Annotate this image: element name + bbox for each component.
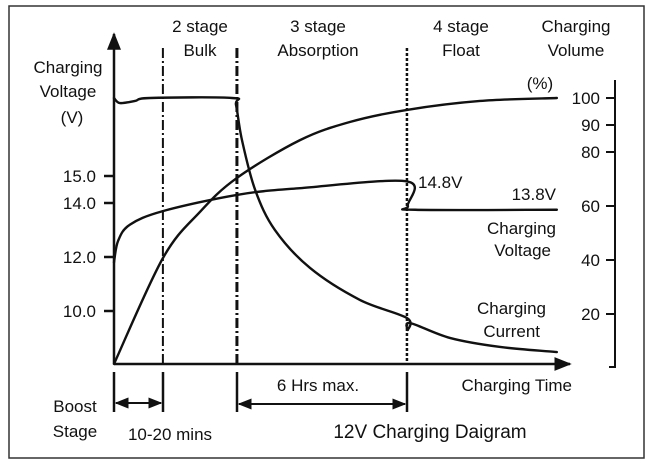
right-tick-label: 100 xyxy=(572,89,600,108)
chart-title: 12V Charging Daigram xyxy=(333,422,526,443)
charging-voltage-curve xyxy=(112,179,559,264)
left-tick-label: 10.0 xyxy=(63,302,96,321)
x-axis-label: Charging Time xyxy=(461,376,572,395)
boost-label-2: Stage xyxy=(53,422,97,441)
annotation-14-8v: 14.8V xyxy=(418,173,463,192)
right-tick-label: 40 xyxy=(581,251,600,270)
volume-axis xyxy=(609,80,616,368)
voltage-axis-unit: (V) xyxy=(61,108,84,127)
volume-axis-unit: (%) xyxy=(527,74,553,93)
annotation-13-8v: 13.8V xyxy=(512,185,557,204)
volume-axis-label-1: Charging xyxy=(542,17,611,36)
charging-volume-curve xyxy=(112,96,559,366)
stage-float-label-1: 4 stage xyxy=(433,17,489,36)
current-series-label-1: Charging xyxy=(477,299,546,318)
stage-bulk-label-2: Bulk xyxy=(183,41,217,60)
left-tick-label: 14.0 xyxy=(63,194,96,213)
right-tick-label: 80 xyxy=(581,143,600,162)
stage-bulk-label-1: 2 stage xyxy=(172,17,228,36)
voltage-axis-label-2: Voltage xyxy=(40,82,97,101)
voltage-axis-label-1: Charging xyxy=(34,58,103,77)
left-tick-label: 15.0 xyxy=(63,167,96,186)
right-tick-label: 60 xyxy=(581,197,600,216)
stage-absorption-label-1: 3 stage xyxy=(290,17,346,36)
voltage-series-label-1: Charging xyxy=(487,219,556,238)
charging-current-curve xyxy=(112,96,559,354)
voltage-series-label-2: Voltage xyxy=(494,241,551,260)
left-tick-label: 12.0 xyxy=(63,248,96,267)
interval-label-absorption: 6 Hrs max. xyxy=(277,376,359,395)
interval-label-boost: 10-20 mins xyxy=(128,425,212,444)
right-tick-label: 90 xyxy=(581,116,600,135)
right-tick-label: 20 xyxy=(581,305,600,324)
boost-label-1: Boost xyxy=(53,397,97,416)
stage-float-label-2: Float xyxy=(442,41,480,60)
current-series-label-2: Current xyxy=(483,322,540,341)
stage-absorption-label-2: Absorption xyxy=(277,41,358,60)
volume-axis-label-2: Volume xyxy=(548,41,605,60)
